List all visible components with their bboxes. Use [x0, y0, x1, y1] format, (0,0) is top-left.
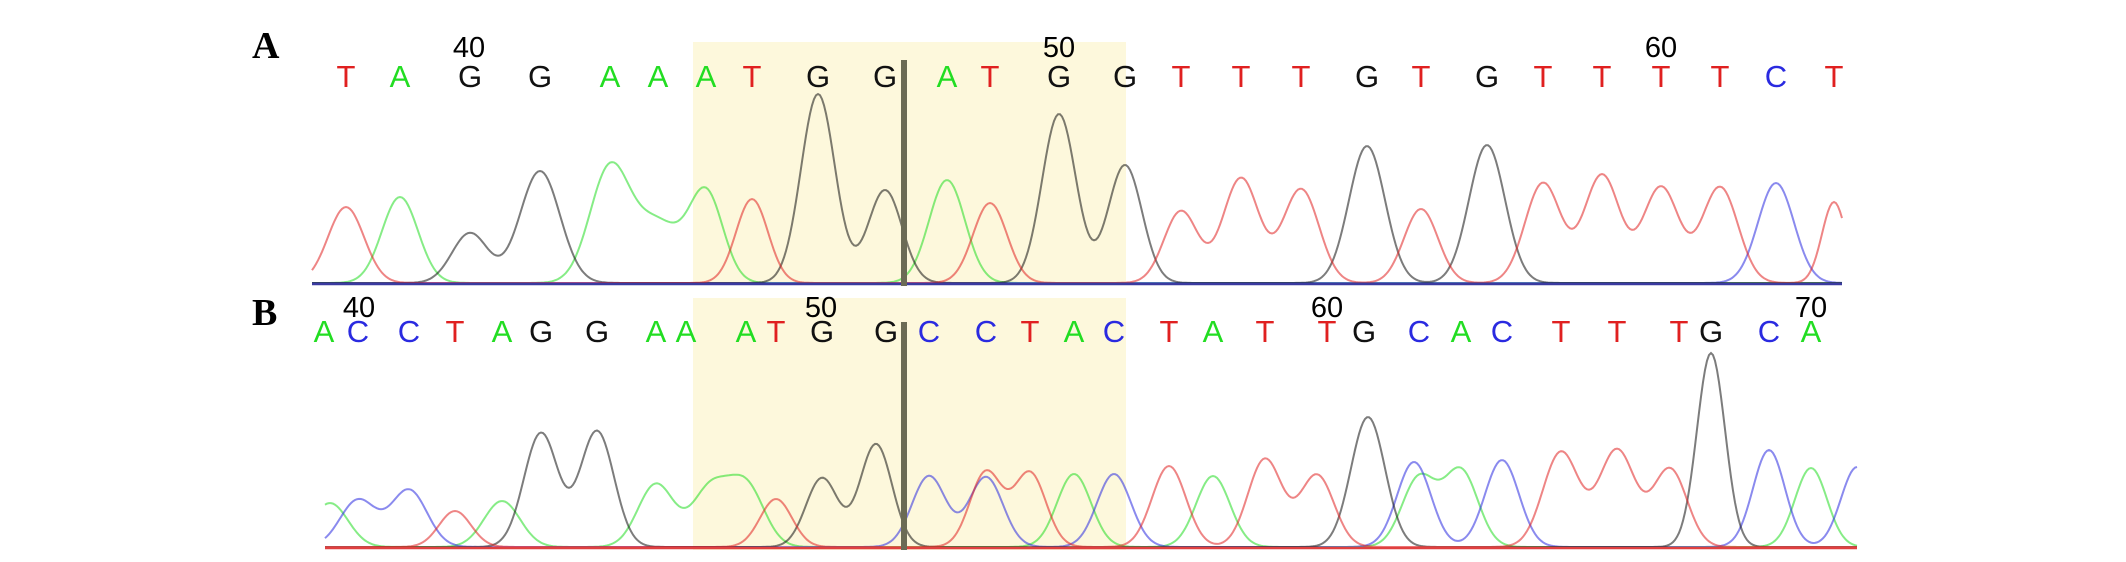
- base-call-letter: T: [1711, 59, 1730, 94]
- base-call-letter: G: [873, 59, 897, 94]
- position-label: 50: [1043, 32, 1075, 64]
- base-call-letter: A: [314, 314, 335, 349]
- position-label: 70: [1795, 292, 1827, 324]
- base-call-letter: T: [1534, 59, 1553, 94]
- base-call-letter: C: [1408, 314, 1430, 349]
- base-call-letter: A: [390, 59, 411, 94]
- base-call-letter: G: [810, 314, 834, 349]
- base-call-letter: T: [1292, 59, 1311, 94]
- base-call-letter: A: [492, 314, 513, 349]
- base-call-letter: A: [600, 59, 621, 94]
- position-labels-b: 40 50 60 70: [343, 292, 1827, 324]
- base-call-letter: T: [337, 59, 356, 94]
- base-call-letter: G: [1355, 59, 1379, 94]
- base-call-letter: G: [1352, 314, 1376, 349]
- cut-site-line-b: [901, 322, 907, 550]
- base-call-letter: G: [806, 59, 830, 94]
- base-call-letter: A: [1801, 314, 1822, 349]
- base-call-letter: T: [1608, 314, 1627, 349]
- base-call-letter: G: [528, 59, 552, 94]
- base-call-letter: T: [981, 59, 1000, 94]
- base-call-letter: T: [767, 314, 786, 349]
- base-call-letter: C: [1758, 314, 1780, 349]
- base-call-letter: A: [648, 59, 669, 94]
- position-label: 50: [805, 292, 837, 324]
- base-call-letter: A: [1064, 314, 1085, 349]
- base-call-letter: T: [1652, 59, 1671, 94]
- position-labels-a: 40 50 60: [453, 32, 1677, 64]
- position-label: 40: [453, 32, 485, 64]
- base-call-letter: T: [1232, 59, 1251, 94]
- base-call-letter: C: [1491, 314, 1513, 349]
- base-call-letter: C: [347, 314, 369, 349]
- base-call-letter: T: [1318, 314, 1337, 349]
- base-call-letter: G: [529, 314, 553, 349]
- base-call-letter: C: [1765, 59, 1787, 94]
- base-call-letter: A: [937, 59, 958, 94]
- base-call-letter: G: [1047, 59, 1071, 94]
- base-call-letter: A: [1451, 314, 1472, 349]
- base-call-letter: T: [446, 314, 465, 349]
- highlight-region-a: [693, 42, 1126, 285]
- base-call-letter: C: [975, 314, 997, 349]
- base-call-letter: G: [874, 314, 898, 349]
- base-call-letter: A: [736, 314, 757, 349]
- position-label: 60: [1311, 292, 1343, 324]
- base-call-letter: T: [743, 59, 762, 94]
- base-call-letter: T: [1825, 59, 1844, 94]
- base-call-letter: T: [1593, 59, 1612, 94]
- base-call-letter: T: [1160, 314, 1179, 349]
- base-call-letter: T: [1670, 314, 1689, 349]
- position-label: 60: [1645, 32, 1677, 64]
- panel-label-a: A: [252, 25, 280, 67]
- base-call-letter: A: [696, 59, 717, 94]
- base-call-letter: G: [1113, 59, 1137, 94]
- base-call-letter: T: [1172, 59, 1191, 94]
- position-label: 40: [343, 292, 375, 324]
- base-call-letter: T: [1021, 314, 1040, 349]
- panel-label-b: B: [252, 292, 277, 334]
- cut-site-line-a: [901, 60, 907, 286]
- base-call-letter: A: [646, 314, 667, 349]
- base-call-letter: A: [1203, 314, 1224, 349]
- base-call-letter: C: [398, 314, 420, 349]
- base-call-letter: T: [1256, 314, 1275, 349]
- base-call-letter: G: [1699, 314, 1723, 349]
- base-call-letter: C: [918, 314, 940, 349]
- base-call-letter: G: [1475, 59, 1499, 94]
- base-call-letter: G: [585, 314, 609, 349]
- base-call-letter: G: [458, 59, 482, 94]
- base-call-letter: C: [1103, 314, 1125, 349]
- base-call-letter: A: [676, 314, 697, 349]
- base-call-letter: T: [1552, 314, 1571, 349]
- base-call-letter: T: [1412, 59, 1431, 94]
